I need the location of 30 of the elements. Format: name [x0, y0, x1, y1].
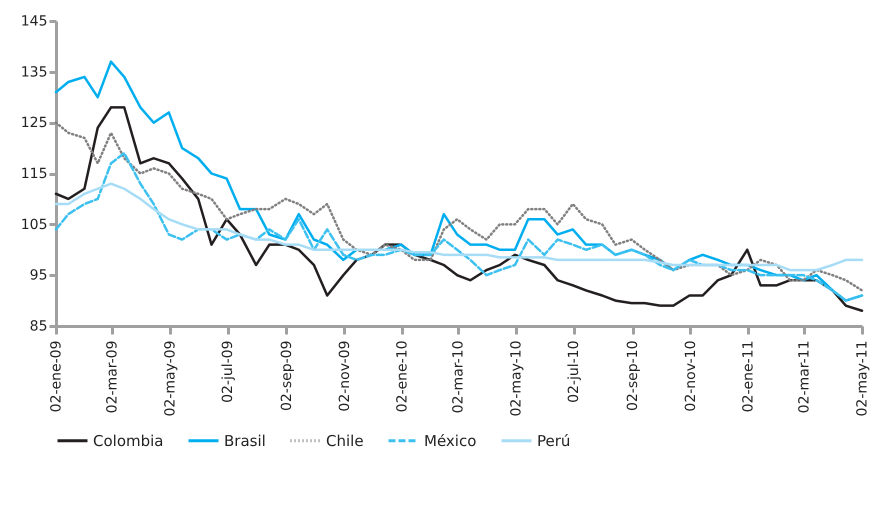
legend-label: Brasil — [224, 432, 266, 450]
x-tick-label: 02-mar-09 — [104, 340, 120, 414]
x-tick-label: 02-may-11 — [854, 340, 870, 416]
x-tick-label: 02-ene-11 — [740, 340, 757, 412]
legend-label: Colombia — [93, 432, 164, 450]
x-tick-label: 02-may-09 — [162, 340, 178, 416]
y-tick-label: 125 — [20, 115, 48, 132]
y-tick-label: 105 — [20, 216, 48, 233]
x-tick-label: 02-sep-09 — [278, 340, 295, 412]
x-tick-label: 02-may-10 — [508, 340, 524, 416]
x-tick-label: 02-nov-09 — [336, 340, 353, 412]
line-series — [54, 182, 864, 272]
legend-label: Perú — [537, 432, 570, 450]
x-tick-label: 02-jul-09 — [220, 340, 236, 403]
y-tick-label: 145 — [20, 14, 48, 30]
legend-label: México — [424, 432, 476, 450]
y-tick-label: 85 — [30, 318, 48, 334]
x-tick-label: 02-nov-10 — [682, 340, 699, 412]
x-tick-label: 02-jul-10 — [566, 340, 582, 403]
x-tick-label: 02-sep-10 — [625, 340, 642, 412]
x-tick-label: 02-mar-11 — [796, 340, 813, 414]
y-tick-label: 115 — [20, 166, 48, 182]
x-tick-label: 02-ene-09 — [48, 340, 64, 412]
y-tick-label: 135 — [20, 64, 48, 80]
x-tick-label: 02-mar-10 — [450, 340, 467, 414]
line-series — [54, 121, 864, 292]
x-tick-label: 02-ene-10 — [394, 340, 411, 412]
legend-label: Chile — [326, 432, 364, 450]
line-series — [54, 152, 864, 302]
y-tick-label: 95 — [30, 268, 48, 284]
